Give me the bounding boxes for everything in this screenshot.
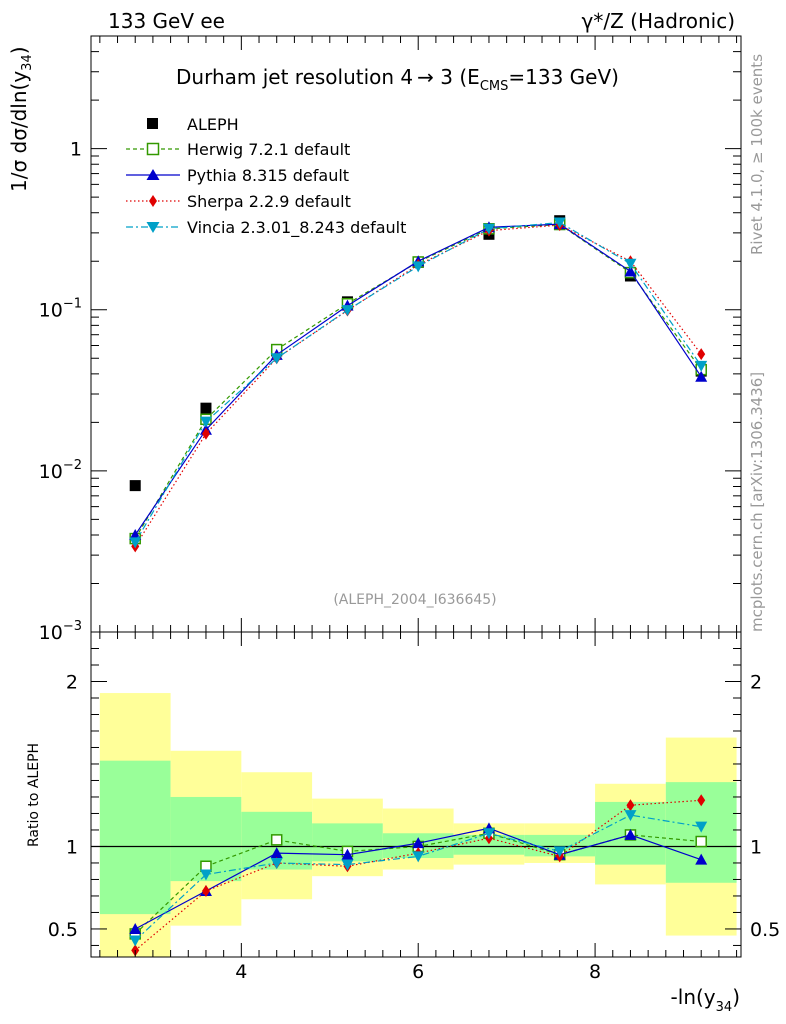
main-ytick-label: 10−1 [39,297,82,322]
legend-entry-pythia: Pythia 8.315 default [126,166,349,185]
ratio-point-sherpa [697,794,706,807]
legend-entry-aleph: ALEPH [147,115,239,134]
main-series [129,215,708,553]
main-ylabel: 1/σ dσ/dln(y34) [7,46,35,192]
ratio-ytick-label-right: 1 [750,836,762,858]
main-point-vincia [482,223,495,235]
ratio-point-herwig [695,835,707,848]
ratio-band-green [524,834,596,857]
main-point-vincia [412,261,425,273]
main-ticks: 10−3 10−2 10−1 1 [39,35,741,644]
main-point-sherpa [697,348,706,361]
header-left: 133 GeV ee [108,9,225,33]
main-point-vincia [129,537,142,549]
ratio-ticks: 4 6 8 0.5 0.5 1 1 2 2 [48,632,780,983]
main-point-vincia [553,217,566,229]
ratio-series-vincia [129,810,708,947]
ratio-series [129,794,708,957]
legend-marker-aleph [147,118,158,129]
main-point-data [200,402,212,414]
ratio-point-vincia [412,851,425,863]
legend-label-sherpa: Sherpa 2.2.9 default [187,192,351,211]
ratio-point-pythia [341,848,354,860]
analysis-watermark: (ALEPH_2004_I636645) [333,592,496,608]
main-point-vincia [624,258,637,270]
ratio-point-vincia [270,857,283,869]
x-axis-label: -ln(y34) [671,985,740,1015]
ratio-ytick-label-left: 1 [66,836,78,858]
header-right: γ*/Z (Hadronic) [582,9,735,33]
ratio-point-sherpa [201,885,210,898]
ratio-ytick-label-right: 2 [750,671,762,693]
ratio-ytick-label-left: 2 [66,671,78,693]
ratio-point-pythia [129,922,142,934]
ratio-point-vincia [199,869,212,881]
ratio-point-vincia [341,859,354,871]
ratio-point-herwig [270,834,283,846]
ratio-frame [90,631,742,958]
main-series-vincia [129,217,708,549]
mcplots-label: mcplots.cern.ch [arXiv:1306.3436] [748,372,766,632]
main-title: Durham jet resolution 4 → 3 (ECMS=133 GeV… [176,65,619,94]
main-line-vincia [134,221,702,543]
legend-entry-sherpa: Sherpa 2.2.9 default [126,192,351,211]
legend-marker-pythia [146,169,160,180]
main-point-vincia [270,353,283,365]
main-ytick-label: 10−2 [39,458,82,483]
main-ytick-label: 10−3 [39,619,82,644]
rivet-label: Rivet 4.1.0, ≥ 100k events [748,54,766,255]
ratio-band-green [99,760,171,915]
main-ytick-label: 1 [70,139,82,161]
ratio-panel: 4 6 8 0.5 0.5 1 1 2 2 Ratio to ALEPH -ln(y34) [26,631,780,1015]
main-point-vincia [199,416,212,428]
ratio-point-pythia [270,847,283,859]
main-line-herwig [134,223,702,539]
ratio-point-pythia [695,853,708,865]
ratio-point-pythia [412,837,425,849]
main-point-vincia [341,305,354,317]
ratio-point-vincia [553,846,566,858]
legend: ALEPH Herwig 7.2.1 default Pythia 8.315 … [126,115,406,238]
main-point-data [129,480,141,492]
ratio-point-vincia [482,828,495,840]
legend-marker-vincia [146,222,160,233]
main-point-pythia [695,370,708,382]
ratio-ytick-label-left: 0.5 [48,919,78,941]
main-line-sherpa [134,224,702,547]
legend-entry-herwig: Herwig 7.2.1 default [126,140,350,159]
legend-marker-sherpa [149,195,157,207]
legend-label-vincia: Vincia 2.3.01_8.243 default [187,218,406,238]
legend-label-aleph: ALEPH [187,115,239,134]
ratio-bands [99,693,737,957]
ratio-point-vincia [129,935,142,947]
main-panel: 10−3 10−2 10−1 1 Durham jet resolution 4 → 3… [7,35,742,644]
ratio-point-pythia [624,828,637,840]
main-point-vincia [695,360,708,372]
ratio-xtick-label: 4 [235,961,247,983]
main-point-pythia [624,265,637,277]
ratio-xtick-label: 8 [589,961,601,983]
ratio-point-vincia [695,821,708,833]
ratio-point-sherpa [626,799,635,812]
ratio-xtick-label: 6 [412,961,424,983]
ratio-point-vincia [624,810,637,822]
ratio-band-green [453,834,525,855]
legend-entry-vincia: Vincia 2.3.01_8.243 default [126,218,406,238]
legend-label-herwig: Herwig 7.2.1 default [187,140,350,159]
main-point-sherpa [201,427,210,440]
ratio-ylabel: Ratio to ALEPH [26,743,42,847]
legend-label-pythia: Pythia 8.315 default [187,166,349,185]
ratio-ytick-label-right: 0.5 [750,919,780,941]
legend-marker-herwig [146,142,160,156]
